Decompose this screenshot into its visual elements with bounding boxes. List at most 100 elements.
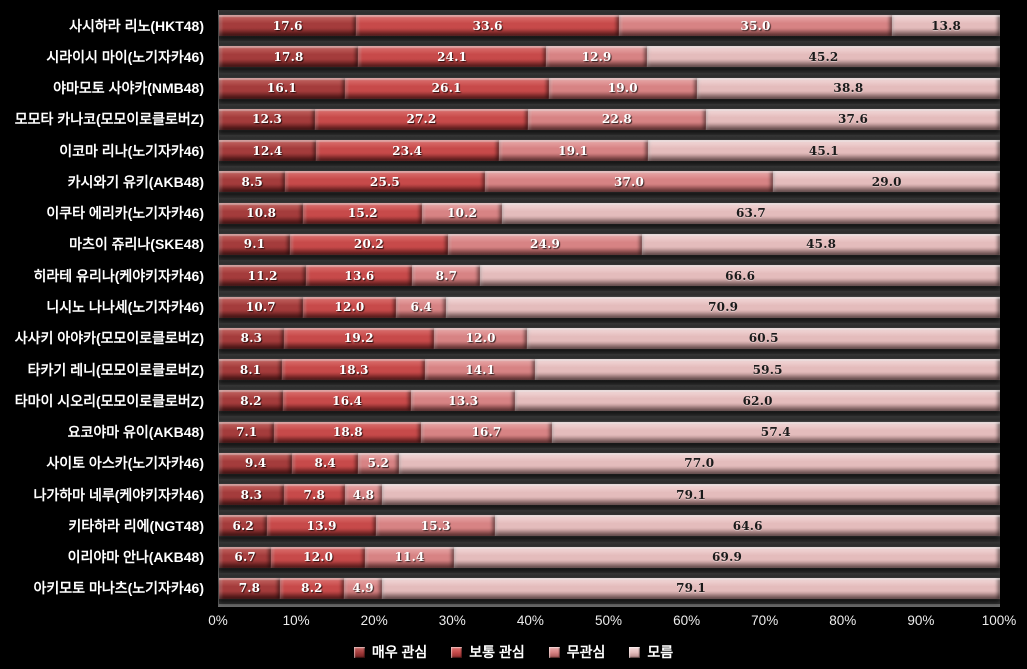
bar-segment-s3: 6.4 [396,296,447,318]
stacked-bar: 11.2 13.6 8.7 66.6 [219,265,1000,287]
bar-value-label: 8.7 [435,268,458,283]
bar-value-label: 13.3 [448,393,479,408]
bar-value-label: 38.8 [833,81,864,96]
bar-segment-s1: 6.7 [219,546,272,568]
bar-segment-s1: 17.6 [219,15,357,37]
bar-value-label: 7.8 [238,581,261,596]
row-label: 사이토 아스카(노기자카46) [46,455,204,472]
bar-value-label: 63.7 [735,206,766,221]
plot-area: 17.6 33.6 35.0 13.8 17.8 24.1 12.9 45.2 16.1 26.1… [218,10,1000,607]
bar-segment-s1: 8.3 [219,327,284,349]
bar-value-label: 8.4 [314,456,336,471]
bar-value-label: 12.3 [252,112,283,127]
chart-row: 8.3 7.8 4.8 79.1 [219,478,1000,511]
chart-row: 10.8 15.2 10.2 63.7 [219,197,1000,229]
chart-row: 9.1 20.2 24.9 45.8 [219,228,1000,261]
bar-segment-s4: 59.5 [535,359,1000,381]
stacked-bar: 6.2 13.9 15.3 64.6 [219,515,1000,537]
bar-value-label: 15.2 [347,206,378,221]
bar-value-label: 16.4 [332,393,363,408]
bar-value-label: 8.1 [239,362,262,377]
x-tick-label: 40% [516,613,544,628]
bar-segment-s1: 11.2 [219,265,307,287]
bar-segment-s3: 4.8 [344,484,383,506]
bar-segment-s1: 12.3 [219,108,316,130]
stacked-bar: 16.1 26.1 19.0 38.8 [219,77,1000,99]
chart-row: 10.7 12.0 6.4 70.9 [219,291,1000,323]
bar-value-label: 15.3 [420,518,451,533]
legend-swatch-icon [629,646,641,658]
bar-value-label: 8.2 [240,393,262,408]
bar-value-label: 29.0 [871,174,902,189]
chart-row: 12.3 27.2 22.8 37.6 [219,103,1000,136]
legend-swatch-icon [548,646,560,658]
bar-value-label: 6.7 [234,550,256,565]
bar-segment-s4: 45.8 [642,233,1000,255]
bar-segment-s2: 23.4 [315,140,499,162]
bar-segment-s4: 69.9 [454,546,1000,568]
bar-value-label: 16.7 [471,425,502,440]
bar-value-label: 10.2 [447,206,478,221]
bar-segment-s1: 10.7 [219,296,303,318]
bar-segment-s1: 8.3 [219,484,284,506]
bar-value-label: 9.1 [243,237,266,252]
stacked-bar: 8.3 7.8 4.8 79.1 [219,484,1000,506]
bar-value-label: 45.2 [808,49,839,64]
bar-segment-s3: 19.1 [498,140,648,162]
bar-segment-s4: 64.6 [495,515,1000,537]
bar-segment-s2: 15.2 [303,202,423,224]
bar-value-label: 12.0 [303,550,334,565]
bar-value-label: 79.1 [676,487,707,502]
bar-value-label: 16.1 [266,81,297,96]
x-tick-label: 80% [829,613,857,628]
stacked-bar: 9.1 20.2 24.9 45.8 [219,233,1000,255]
bar-value-label: 64.6 [732,518,763,533]
bar-segment-s2: 25.5 [285,171,485,193]
legend: 매우 관심 보통 관심 무관심 모름 [0,641,1027,663]
bar-value-label: 35.0 [740,18,771,33]
row-label: 타카기 레니(모모이로클로버Z) [27,361,204,378]
stacked-bar: 8.2 16.4 13.3 62.0 [219,390,1000,412]
bar-value-label: 10.7 [245,300,276,315]
row-label: 이리야마 안나(AKB48) [67,549,204,566]
x-tick-label: 60% [673,613,701,628]
row-label: 키타하라 리에(NGT48) [68,517,204,534]
bar-segment-s3: 12.9 [546,46,647,68]
bar-segment-s2: 7.8 [283,484,345,506]
bar-segment-s3: 8.7 [412,265,481,287]
bar-segment-s1: 9.1 [219,233,291,255]
row-label: 시라이시 마이(노기자카46) [46,48,204,65]
legend-label: 모름 [647,644,674,660]
x-tick-label: 100% [981,613,1017,628]
category-axis: 사시하라 리노(HKT48) 시라이시 마이(노기자카46) 야마모토 사야카(NM… [0,10,213,604]
stacked-bar: 8.5 25.5 37.0 29.0 [219,171,1000,193]
bar-value-label: 37.0 [613,174,645,189]
bar-segment-s4: 38.8 [696,77,1000,99]
legend-item: 매우 관심 [353,642,427,662]
bar-segment-s3: 15.3 [375,515,496,537]
bar-value-label: 8.3 [240,331,263,346]
bar-value-label: 7.8 [303,487,325,502]
bar-value-label: 5.2 [367,456,390,471]
bar-value-label: 4.8 [352,487,375,502]
bar-value-label: 60.5 [748,331,779,346]
x-tick-label: 0% [208,613,228,628]
legend-label: 무관심 [566,644,606,660]
bar-segment-s2: 12.0 [271,546,366,568]
bar-value-label: 12.0 [465,331,496,346]
bar-value-label: 8.3 [240,487,263,502]
bar-segment-s2: 16.4 [283,390,412,412]
bar-value-label: 6.4 [410,300,432,315]
legend-item: 보통 관심 [451,642,525,662]
bar-segment-s1: 12.4 [219,140,316,162]
row-label: 타마이 시오리(모모이로클로버Z) [14,392,204,409]
row-label: 야마모토 사야카(NMB48) [53,80,204,97]
bar-value-label: 8.5 [241,174,263,189]
bar-value-label: 12.0 [334,300,365,315]
bar-segment-s2: 27.2 [315,108,528,130]
bar-segment-s4: 29.0 [773,171,1000,193]
chart-row: 8.5 25.5 37.0 29.0 [219,166,1000,198]
legend-item: 무관심 [548,642,606,662]
bar-value-label: 17.6 [272,18,303,33]
bar-value-label: 62.0 [742,393,773,408]
